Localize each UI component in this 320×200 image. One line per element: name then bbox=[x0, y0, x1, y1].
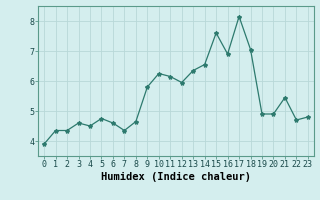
X-axis label: Humidex (Indice chaleur): Humidex (Indice chaleur) bbox=[101, 172, 251, 182]
